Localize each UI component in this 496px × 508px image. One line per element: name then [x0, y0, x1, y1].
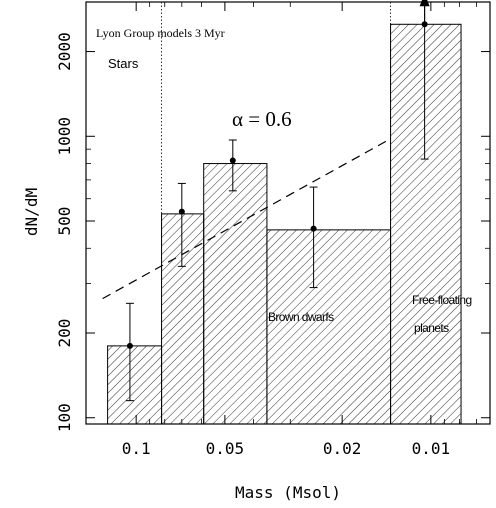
data-points [125, 0, 430, 402]
fit-slope-label: α = 0.6 [232, 107, 292, 131]
y-tick-label-3: 1000 [55, 117, 74, 156]
data-point-0 [126, 342, 133, 349]
data-point-2 [229, 157, 236, 164]
y-axis-label: dN/dM [22, 188, 41, 236]
data-point-3 [310, 225, 317, 232]
y-tick-label-1: 200 [55, 319, 74, 348]
x-tick-label-3: 0.01 [412, 439, 451, 458]
annotation-stars: Stars [108, 56, 139, 71]
axis-ticks: 0.1 0.05 0.02 0.01 100 200 500 1000 2000 [55, 2, 490, 458]
region-dividers [161, 2, 391, 424]
annotation-planets: planets [414, 321, 449, 335]
annotation-free-floating: Free-floating [412, 293, 472, 307]
fit-line [102, 138, 391, 300]
data-point-4 [421, 21, 428, 28]
histogram-bar-4 [390, 23, 462, 424]
y-tick-label-2: 500 [55, 207, 74, 236]
lower-limit-arrow-4 [419, 0, 430, 7]
data-point-1 [178, 208, 185, 215]
histogram-bar-1 [161, 213, 205, 424]
annotation-brown-dwarfs: Brown dwarfs [268, 310, 334, 324]
histogram-bar-0 [107, 345, 163, 424]
x-tick-label-2: 0.02 [323, 439, 362, 458]
x-axis-label: Mass (Msol) [235, 483, 341, 502]
histogram-bar-2 [203, 163, 268, 424]
annotation-lyon: Lyon Group models 3 Myr [96, 26, 225, 40]
plot-frame [85, 1, 491, 425]
y-tick-label-4: 2000 [55, 32, 74, 71]
histogram-bar-3 [266, 229, 392, 424]
x-tick-label-0: 0.1 [122, 439, 151, 458]
y-tick-label-0: 100 [55, 403, 74, 432]
fit-line-group [102, 138, 391, 300]
x-tick-label-1: 0.05 [206, 439, 245, 458]
histogram-bars [107, 23, 462, 424]
